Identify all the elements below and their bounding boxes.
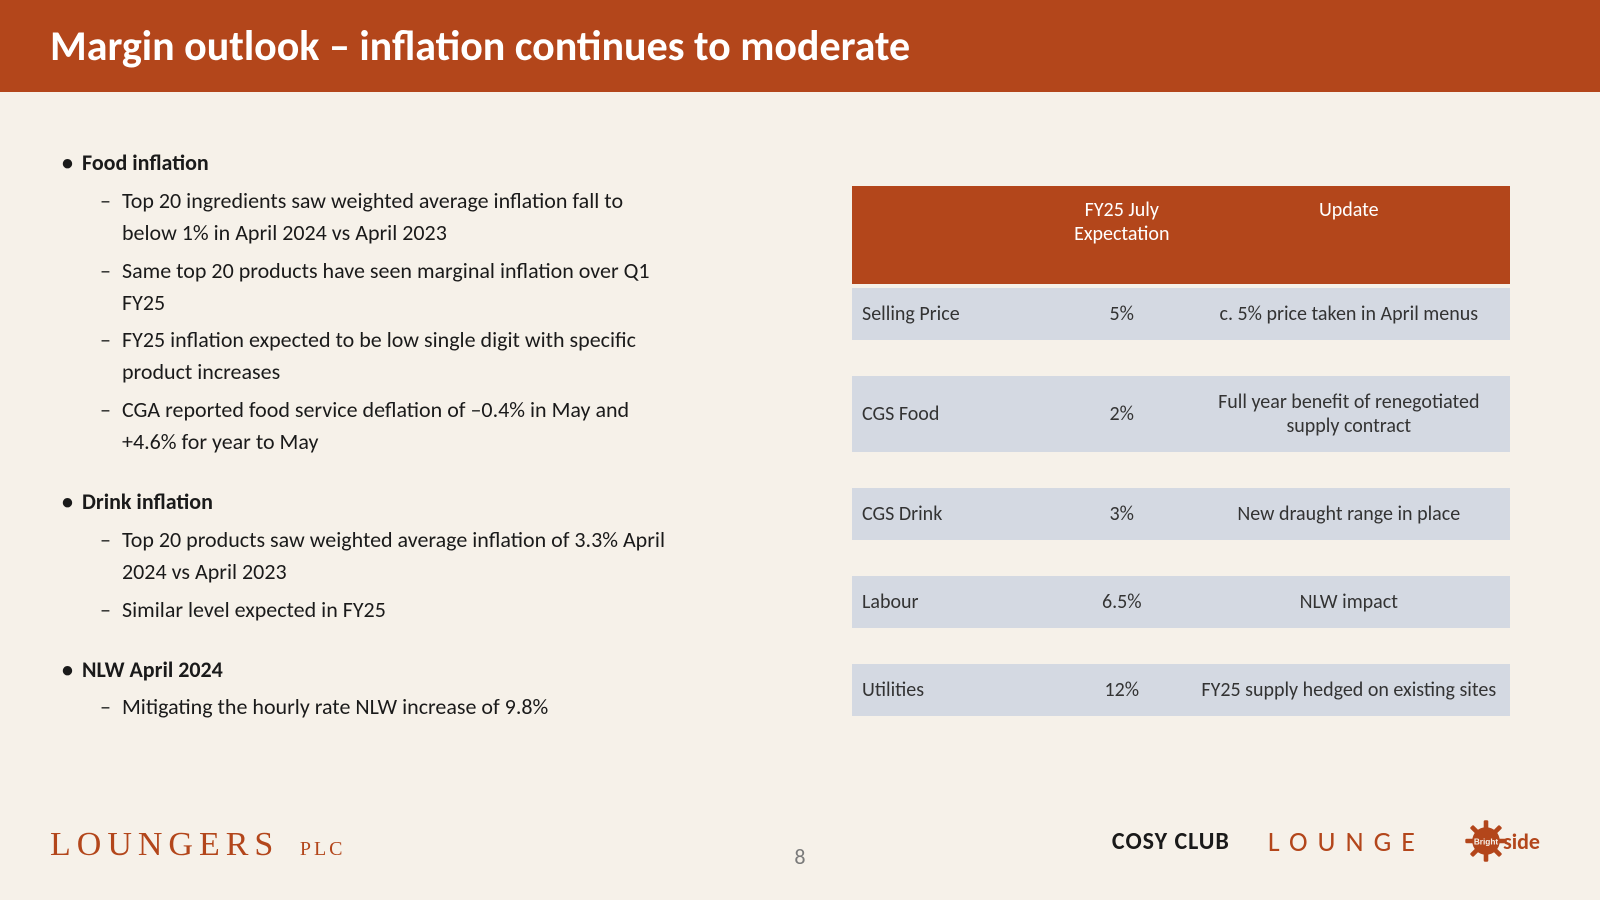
- loungers-logo-suffix: PLC: [300, 838, 346, 860]
- page-number: 8: [794, 843, 805, 870]
- cosy-club-logo: COSY CLUB: [1112, 827, 1230, 856]
- row-label: Selling Price: [852, 288, 1056, 340]
- row-label: Labour: [852, 576, 1056, 628]
- table-header-blank: [852, 186, 1056, 284]
- content-area: Food inflation Top 20 ingredients saw wei…: [0, 92, 1600, 770]
- bullet-item: Mitigating the hourly rate NLW increase …: [100, 691, 680, 723]
- bullet-heading: Drink inflation: [62, 486, 792, 518]
- row-expectation: 5%: [1056, 288, 1188, 340]
- table-column: FY25 July Expectation Update Selling Pri…: [832, 92, 1600, 770]
- footer: LOUNGERS PLC 8 COSY CLUB LOUNGE: [0, 770, 1600, 900]
- gear-icon: Bright: [1463, 818, 1509, 864]
- bullet-item: Top 20 products saw weighted average inf…: [100, 524, 680, 588]
- slide-title-bar: Margin outlook – inflation continues to …: [0, 0, 1600, 92]
- table-row: Utilities12%FY25 supply hedged on existi…: [852, 664, 1510, 716]
- inflation-table: FY25 July Expectation Update Selling Pri…: [852, 182, 1510, 720]
- table-header-row: FY25 July Expectation Update: [852, 186, 1510, 284]
- table-header-update: Update: [1188, 186, 1510, 284]
- row-label: CGS Food: [852, 376, 1056, 452]
- row-expectation: 2%: [1056, 376, 1188, 452]
- svg-text:Bright: Bright: [1474, 838, 1499, 847]
- table-spacer: [852, 544, 1510, 572]
- loungers-logo: LOUNGERS PLC: [50, 826, 346, 864]
- row-label: Utilities: [852, 664, 1056, 716]
- bullet-heading: Food inflation: [62, 147, 792, 179]
- bullet-item: Same top 20 products have seen marginal …: [100, 255, 680, 319]
- row-update: c. 5% price taken in April menus: [1188, 288, 1510, 340]
- bullet-item: Similar level expected in FY25: [100, 594, 680, 626]
- lounge-logo: LOUNGE: [1268, 824, 1425, 859]
- bullet-item: FY25 inflation expected to be low single…: [100, 324, 680, 388]
- loungers-logo-text: LOUNGERS: [50, 826, 279, 863]
- bullet-group: NLW April 2024 Mitigating the hourly rate…: [62, 654, 792, 724]
- row-update: Full year benefit of renegotiated supply…: [1188, 376, 1510, 452]
- bullet-sublist: Top 20 ingredients saw weighted average …: [62, 185, 792, 458]
- table-row: CGS Food2%Full year benefit of renegotia…: [852, 376, 1510, 452]
- row-update: New draught range in place: [1188, 488, 1510, 540]
- brightside-logo: Bright side: [1463, 818, 1540, 864]
- row-expectation: 6.5%: [1056, 576, 1188, 628]
- row-expectation: 12%: [1056, 664, 1188, 716]
- slide-title: Margin outlook – inflation continues to …: [50, 21, 910, 72]
- bullet-sublist: Mitigating the hourly rate NLW increase …: [62, 691, 792, 723]
- table-row: Selling Price5%c. 5% price taken in Apri…: [852, 288, 1510, 340]
- table-spacer: [852, 456, 1510, 484]
- bullet-group: Food inflation Top 20 ingredients saw wei…: [62, 147, 792, 458]
- bullet-item: Top 20 ingredients saw weighted average …: [100, 185, 680, 249]
- brand-logos: COSY CLUB LOUNGE: [1112, 818, 1540, 864]
- bullet-heading: NLW April 2024: [62, 654, 792, 686]
- bullet-sublist: Top 20 products saw weighted average inf…: [62, 524, 792, 626]
- table-spacer: [852, 632, 1510, 660]
- row-update: FY25 supply hedged on existing sites: [1188, 664, 1510, 716]
- bullet-group: Drink inflation Top 20 products saw weigh…: [62, 486, 792, 626]
- table-spacer: [852, 344, 1510, 372]
- row-label: CGS Drink: [852, 488, 1056, 540]
- bullet-column: Food inflation Top 20 ingredients saw wei…: [0, 92, 832, 770]
- table-row: CGS Drink3%New draught range in place: [852, 488, 1510, 540]
- table-row: Labour6.5%NLW impact: [852, 576, 1510, 628]
- row-update: NLW impact: [1188, 576, 1510, 628]
- bullet-item: CGA reported food service deflation of –…: [100, 394, 680, 458]
- table-header-expect: FY25 July Expectation: [1056, 186, 1188, 284]
- row-expectation: 3%: [1056, 488, 1188, 540]
